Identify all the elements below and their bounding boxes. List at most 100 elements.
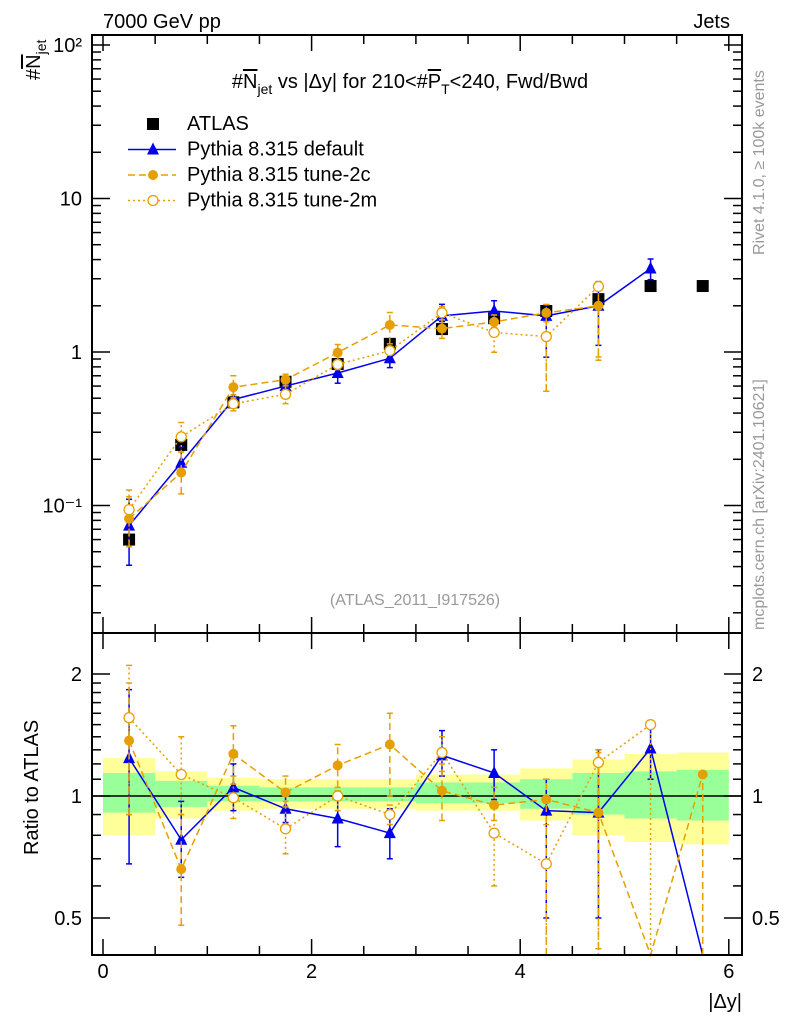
legend-marker	[147, 142, 159, 155]
point-tune2m	[279, 388, 292, 400]
point-tune2c	[228, 748, 239, 759]
point-tune2m	[488, 326, 500, 339]
legend-marker	[147, 118, 159, 130]
point-tune2m	[384, 808, 396, 821]
y-tick-label: 1	[71, 342, 82, 364]
series-tune2m	[123, 280, 605, 548]
point-default	[175, 455, 188, 468]
x-tick-label: 0	[97, 961, 108, 983]
point-default	[175, 832, 188, 845]
point-tune2m	[488, 827, 500, 839]
point-tune2m	[436, 746, 448, 759]
point-tune2m	[123, 712, 135, 724]
point-data	[696, 280, 709, 293]
point-tune2c	[332, 760, 343, 771]
ratio-y-tick-label: 1	[71, 786, 82, 808]
point-tune2c	[697, 769, 708, 780]
point-tune2c	[593, 300, 604, 311]
point-tune2m	[332, 358, 344, 371]
point-tune2m	[227, 792, 240, 804]
point-default	[383, 826, 396, 839]
analysis-id: (ATLAS_2011_I917526)	[330, 592, 500, 609]
point-tune2m	[279, 823, 292, 835]
point-tune2c	[384, 319, 395, 330]
point-default	[644, 261, 657, 274]
ratio-y-axis-label: Ratio to ATLAS	[21, 720, 43, 855]
mcplots-credit: mcplots.cern.ch [arXiv:2401.10621]	[751, 379, 768, 630]
y-axis-label: #Njet	[23, 40, 49, 80]
point-tune2m	[175, 431, 187, 443]
series-data	[123, 280, 709, 546]
point-default	[488, 303, 501, 316]
point-tune2c	[176, 864, 187, 875]
point-tune2m	[644, 718, 657, 731]
point-tune2m	[540, 858, 552, 870]
series-default	[123, 258, 657, 567]
axes: 0 2 4 6 10⁻¹ 1 10 10² 0.5 0.5 1 1 2 2	[43, 34, 780, 983]
point-tune2m	[540, 330, 552, 343]
series-line-tune2m	[128, 285, 599, 511]
series-line-default	[128, 746, 704, 956]
series-line-tune2c	[128, 305, 599, 520]
point-default	[331, 811, 344, 824]
point-tune2c	[541, 794, 552, 805]
legend-label: Pythia 8.315 default	[187, 139, 364, 161]
point-data	[644, 280, 657, 293]
point-default	[383, 351, 396, 364]
point-tune2c	[593, 807, 604, 818]
legend-item-default: Pythia 8.315 default	[128, 139, 364, 161]
point-tune2m	[592, 756, 605, 769]
point-tune2m	[175, 768, 187, 781]
x-tick-label: 2	[306, 961, 317, 983]
point-tune2c	[384, 739, 395, 750]
series-tune2c	[124, 281, 604, 548]
ratio-y-tick-label-right: 1	[752, 786, 763, 808]
legend-label: Pythia 8.315 tune-2m	[187, 190, 377, 212]
point-data	[175, 438, 188, 451]
legend-label: Pythia 8.315 tune-2c	[187, 164, 370, 186]
point-tune2m	[332, 790, 344, 802]
y-tick-label: 10	[60, 189, 82, 211]
legend-item-data: ATLAS	[147, 113, 249, 135]
y-tick-label: 10²	[53, 35, 82, 57]
point-tune2c	[280, 374, 291, 385]
point-default	[227, 780, 240, 793]
header-right: Jets	[693, 11, 730, 33]
point-tune2c	[124, 513, 135, 524]
point-tune2c	[436, 323, 447, 334]
point-tune2c	[541, 307, 552, 318]
ratio-y-tick-label-right: 0.5	[752, 908, 780, 930]
point-tune2m	[123, 503, 135, 516]
series-line-default	[128, 267, 652, 527]
point-default	[488, 765, 501, 778]
point-default	[644, 741, 657, 754]
point-tune2c	[124, 735, 135, 746]
point-tune2m	[436, 307, 448, 319]
ratio-y-tick-label-right: 2	[752, 664, 763, 686]
legend: ATLAS Pythia 8.315 default Pythia 8.315 tu…	[128, 113, 377, 212]
legend-label: ATLAS	[187, 113, 249, 135]
header-left: 7000 GeV pp	[103, 11, 221, 33]
point-tune2c	[332, 347, 343, 358]
point-tune2m	[384, 345, 396, 357]
rivet-version: Rivet 4.1.0, ≥ 100k events	[751, 70, 768, 255]
ratio-y-tick-label: 2	[71, 664, 82, 686]
plot-title: #Njet vs |Δy| for 210<#PT<240, Fwd/Bwd	[232, 71, 588, 97]
point-tune2c	[176, 467, 187, 478]
y-tick-label: 10⁻¹	[43, 496, 83, 518]
point-tune2m	[227, 398, 240, 410]
legend-marker	[148, 170, 158, 180]
point-default	[331, 365, 344, 378]
ratio-y-tick-label: 0.5	[54, 908, 82, 930]
legend-marker	[147, 194, 159, 207]
ratio-frame	[91, 632, 743, 956]
point-tune2c	[436, 785, 447, 796]
point-tune2c	[280, 787, 291, 798]
x-tick-label: 6	[723, 961, 734, 983]
legend-item-tune2m: Pythia 8.315 tune-2m	[128, 190, 377, 212]
legend-item-tune2c: Pythia 8.315 tune-2c	[128, 164, 370, 186]
x-tick-label: 4	[515, 961, 526, 983]
series-tune2m	[123, 664, 657, 956]
x-axis-label: |Δy|	[708, 991, 742, 1013]
